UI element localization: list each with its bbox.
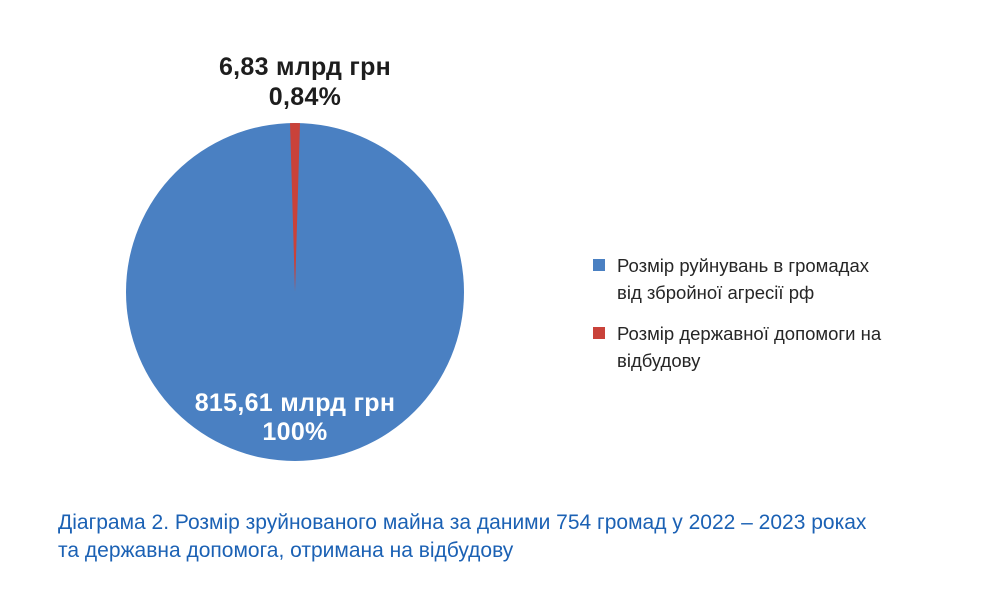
- chart-caption-line2: та державна допомога, отримана на відбуд…: [58, 539, 514, 562]
- pie-chart: [126, 123, 464, 461]
- legend-marker-red-icon: [593, 327, 605, 339]
- chart-caption-line1: Діаграма 2. Розмір зруйнованого майна за…: [58, 511, 867, 534]
- data-label-aid: 6,83 млрд грн 0,84%: [105, 52, 505, 112]
- legend-label-aid: Розмір державної допомоги на відбудову: [617, 320, 881, 374]
- data-label-aid-percent: 0,84%: [268, 83, 342, 111]
- pie-slice-aid: [290, 123, 300, 292]
- data-label-destruction-percent: 100%: [262, 418, 328, 446]
- legend-item-destruction: Розмір руйнувань в громадах від збройної…: [593, 252, 953, 306]
- pie-chart-svg: [126, 123, 464, 461]
- data-label-aid-value: 6,83 млрд грн: [218, 53, 392, 81]
- legend-item-aid: Розмір державної допомоги на відбудову: [593, 320, 953, 374]
- legend-label-destruction-line1: Розмір руйнувань в громадах: [617, 255, 870, 276]
- data-label-destruction: 815,61 млрд грн 100%: [145, 389, 445, 447]
- legend-label-destruction-line2: від збройної агресії рф: [617, 282, 815, 303]
- chart-caption: Діаграма 2. Розмір зруйнованого майна за…: [58, 509, 958, 565]
- legend-label-aid-line2: відбудову: [617, 350, 701, 371]
- legend-label-aid-line1: Розмір державної допомоги на: [617, 323, 882, 344]
- data-label-destruction-value: 815,61 млрд грн: [194, 389, 396, 417]
- legend: Розмір руйнувань в громадах від збройної…: [593, 252, 953, 388]
- legend-label-destruction: Розмір руйнувань в громадах від збройної…: [617, 252, 869, 306]
- legend-marker-blue-icon: [593, 259, 605, 271]
